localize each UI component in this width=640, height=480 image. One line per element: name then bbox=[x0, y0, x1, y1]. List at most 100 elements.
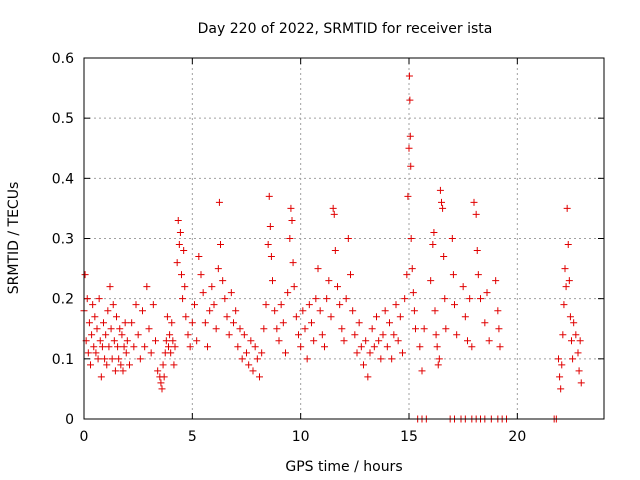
data-point bbox=[388, 355, 396, 363]
data-point bbox=[496, 343, 504, 351]
data-point bbox=[114, 343, 122, 351]
data-point bbox=[407, 235, 415, 242]
data-point bbox=[149, 301, 157, 309]
data-point bbox=[152, 337, 159, 345]
data-point bbox=[81, 271, 89, 279]
data-point bbox=[115, 355, 123, 363]
data-point bbox=[295, 331, 302, 339]
data-point bbox=[468, 343, 476, 351]
data-point bbox=[566, 313, 574, 321]
data-point bbox=[470, 198, 478, 206]
data-point bbox=[130, 343, 138, 351]
data-point bbox=[201, 319, 209, 327]
data-point bbox=[408, 265, 416, 273]
data-points bbox=[80, 72, 585, 423]
data-point bbox=[179, 295, 187, 303]
data-point bbox=[117, 361, 125, 369]
x-tick-label: 0 bbox=[80, 429, 89, 445]
data-point bbox=[260, 325, 268, 333]
data-point bbox=[368, 325, 376, 333]
data-point bbox=[214, 265, 222, 273]
plot-frame bbox=[83, 57, 605, 420]
x-tick-label: 5 bbox=[188, 429, 197, 445]
data-point bbox=[370, 343, 378, 351]
data-point bbox=[410, 307, 418, 315]
data-point bbox=[168, 319, 176, 327]
data-point bbox=[418, 367, 426, 375]
data-point bbox=[240, 331, 248, 339]
data-point bbox=[364, 373, 372, 381]
y-tick-label: 0.5 bbox=[52, 111, 74, 127]
data-point bbox=[344, 235, 352, 242]
x-axis-label: GPS time / hours bbox=[285, 459, 402, 475]
data-point bbox=[334, 283, 341, 291]
data-point bbox=[89, 301, 97, 309]
data-point bbox=[466, 295, 474, 303]
data-point bbox=[88, 331, 96, 339]
data-point bbox=[290, 283, 298, 291]
data-point bbox=[440, 253, 448, 261]
data-point bbox=[84, 349, 92, 357]
data-point bbox=[477, 295, 484, 303]
data-point bbox=[143, 283, 151, 291]
data-point bbox=[215, 198, 223, 206]
data-point bbox=[230, 319, 237, 327]
data-point bbox=[204, 343, 211, 351]
data-point bbox=[560, 301, 568, 309]
data-point bbox=[464, 337, 471, 345]
data-point bbox=[568, 337, 575, 345]
data-point bbox=[186, 343, 194, 351]
data-point bbox=[284, 289, 292, 297]
data-point bbox=[169, 337, 177, 345]
data-point bbox=[180, 247, 188, 255]
data-point bbox=[108, 355, 116, 363]
data-point bbox=[289, 259, 297, 267]
data-point bbox=[310, 337, 318, 345]
data-point bbox=[111, 367, 119, 375]
data-point bbox=[275, 337, 283, 345]
data-point bbox=[327, 313, 335, 321]
data-point bbox=[258, 349, 266, 357]
data-point bbox=[182, 313, 190, 321]
data-point bbox=[122, 349, 130, 357]
data-point bbox=[351, 331, 359, 339]
y-tick-label: 0.4 bbox=[52, 171, 74, 187]
data-point bbox=[128, 319, 136, 327]
data-point bbox=[184, 331, 192, 339]
data-point bbox=[92, 349, 100, 357]
data-point bbox=[574, 349, 582, 357]
data-point bbox=[555, 355, 562, 363]
data-point bbox=[383, 343, 391, 351]
data-point bbox=[557, 385, 565, 393]
data-point bbox=[473, 247, 481, 255]
data-point bbox=[159, 361, 167, 369]
data-point bbox=[191, 301, 198, 309]
data-point bbox=[247, 337, 255, 345]
data-point bbox=[193, 337, 201, 345]
data-point bbox=[436, 186, 444, 194]
data-point bbox=[147, 349, 155, 357]
data-point bbox=[481, 319, 489, 327]
data-point bbox=[171, 343, 179, 351]
data-point bbox=[406, 132, 414, 140]
data-point bbox=[362, 337, 370, 345]
data-point bbox=[495, 325, 503, 333]
data-point bbox=[403, 271, 411, 279]
data-point bbox=[318, 331, 326, 339]
data-point bbox=[118, 331, 126, 339]
data-point bbox=[366, 349, 374, 357]
data-point bbox=[106, 283, 114, 291]
data-point bbox=[199, 289, 207, 297]
data-point bbox=[225, 331, 233, 339]
data-point bbox=[253, 355, 261, 363]
data-point bbox=[412, 325, 419, 333]
data-point bbox=[442, 325, 450, 333]
data-point bbox=[292, 313, 300, 321]
data-point bbox=[312, 295, 320, 303]
data-point bbox=[170, 361, 178, 369]
data-point bbox=[271, 307, 279, 315]
data-point bbox=[556, 373, 564, 381]
data-point bbox=[136, 355, 144, 363]
data-point bbox=[373, 313, 380, 321]
